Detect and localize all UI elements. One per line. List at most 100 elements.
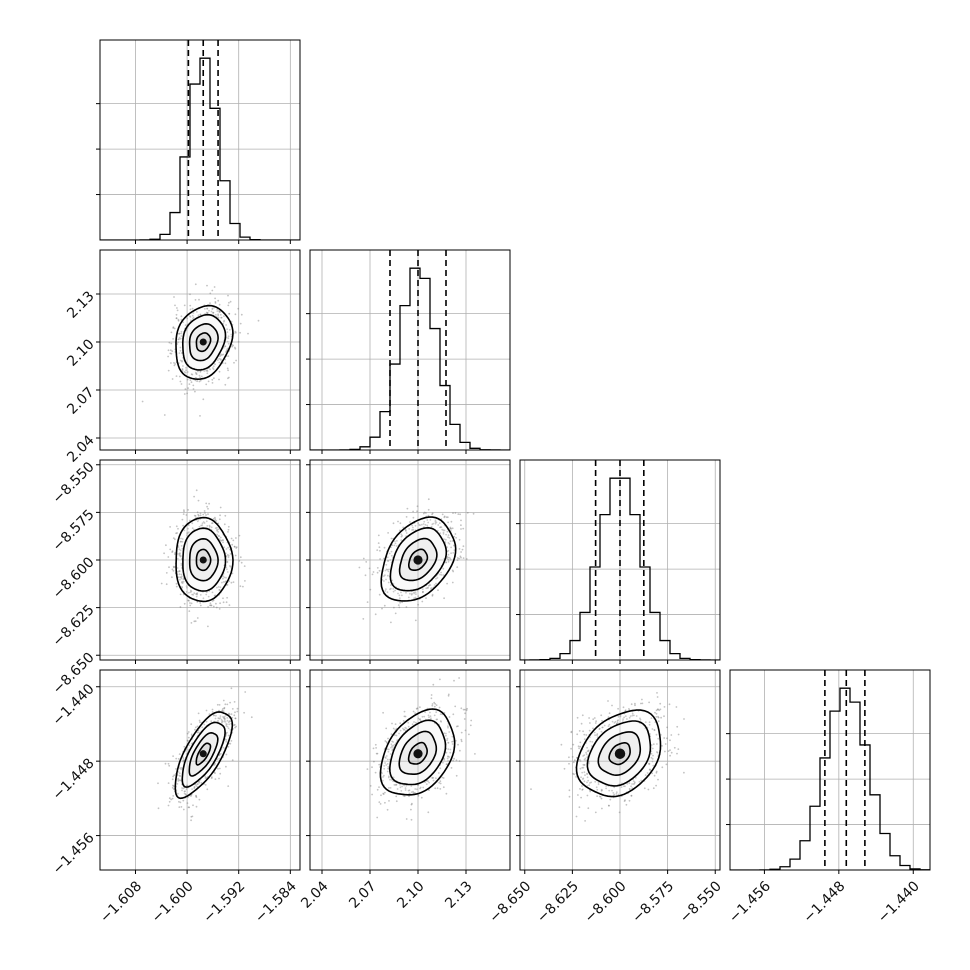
sample-point: [452, 512, 454, 514]
sample-point: [583, 738, 586, 740]
sample-point: [451, 569, 454, 572]
sample-point: [174, 552, 177, 554]
sample-point: [399, 783, 401, 786]
y-tick-label: −1.456: [50, 830, 98, 878]
sample-point: [657, 737, 660, 740]
sample-point: [178, 779, 181, 782]
sample-point: [590, 781, 593, 784]
sample-point: [447, 742, 450, 744]
sample-point: [205, 520, 208, 523]
sample-point: [460, 556, 462, 559]
sample-point: [202, 398, 205, 401]
contour-2: [586, 720, 652, 787]
sample-point: [218, 535, 221, 537]
sample-point: [168, 764, 171, 767]
sample-point: [173, 362, 175, 364]
sample-point: [189, 604, 192, 607]
sample-point: [439, 526, 441, 529]
sample-point: [224, 514, 227, 517]
sample-point: [388, 552, 391, 555]
sample-point: [439, 720, 442, 722]
sample-point: [379, 558, 381, 560]
sample-point: [402, 720, 405, 722]
sample-point: [222, 541, 224, 544]
sample-point: [187, 509, 190, 511]
sample-point: [391, 740, 393, 743]
sample-point: [442, 786, 445, 789]
panel-frame: [99, 459, 301, 661]
sample-point: [171, 550, 174, 553]
histogram-panel-1: [306, 249, 511, 454]
sample-point: [383, 767, 386, 770]
x-tick-label: −1.600: [149, 878, 197, 926]
sample-point: [634, 776, 637, 779]
sample-point: [384, 762, 386, 764]
sample-point: [205, 776, 208, 779]
sample-point: [601, 807, 603, 810]
sample-point: [183, 371, 186, 373]
sample-point: [391, 745, 393, 748]
sample-point: [605, 787, 607, 790]
sample-point: [226, 553, 229, 556]
x-tick-label: −8.550: [677, 878, 725, 926]
sample-point: [439, 780, 442, 783]
sample-point: [419, 718, 421, 721]
sample-point: [169, 352, 172, 355]
sample-point: [204, 784, 207, 786]
sample-point: [586, 746, 588, 749]
sample-point: [220, 316, 223, 319]
density-peak: [413, 749, 423, 759]
sample-point: [405, 591, 407, 594]
sample-point: [228, 723, 231, 726]
sample-point: [425, 597, 427, 599]
sample-point: [586, 750, 589, 753]
sample-point: [223, 720, 226, 723]
sample-point: [218, 303, 221, 306]
sample-point: [225, 724, 228, 727]
contour-1: [188, 731, 219, 777]
sample-point: [427, 514, 430, 517]
sample-point: [439, 678, 441, 681]
sample-point: [431, 523, 434, 526]
sample-point: [401, 785, 403, 788]
sample-point: [403, 795, 406, 798]
sample-point: [239, 331, 242, 334]
sample-point: [572, 743, 575, 746]
sample-point: [383, 580, 385, 582]
sample-point: [639, 718, 642, 721]
sample-point: [177, 553, 179, 555]
sample-point: [196, 520, 199, 523]
sample-point: [598, 728, 601, 730]
sample-point: [178, 753, 181, 755]
sample-point: [218, 767, 221, 770]
sample-point: [195, 796, 198, 798]
sample-point: [462, 545, 465, 548]
sample-point: [237, 341, 240, 343]
x-tick-label: −8.650: [486, 878, 534, 926]
sample-point: [182, 321, 185, 324]
sample-point: [464, 729, 467, 732]
sample-point: [230, 537, 233, 540]
sample-point: [186, 784, 189, 787]
sample-point: [171, 797, 174, 800]
sample-point: [443, 758, 446, 761]
sample-point: [446, 546, 448, 549]
sample-point: [601, 719, 603, 722]
sample-point: [442, 533, 445, 535]
sample-point: [191, 788, 194, 790]
sample-point: [427, 714, 430, 717]
sample-point: [451, 527, 454, 530]
sample-point: [180, 562, 183, 565]
sample-point: [181, 360, 183, 363]
sample-point: [175, 757, 178, 760]
sample-point: [163, 414, 166, 416]
sample-point: [588, 729, 591, 732]
sample-point: [655, 784, 657, 787]
sample-point: [180, 315, 183, 318]
sample-point: [176, 783, 179, 785]
sample-point: [175, 313, 178, 316]
sample-point: [187, 731, 190, 733]
sample-point: [172, 569, 175, 572]
sample-point: [386, 770, 389, 773]
sample-point: [421, 588, 424, 591]
